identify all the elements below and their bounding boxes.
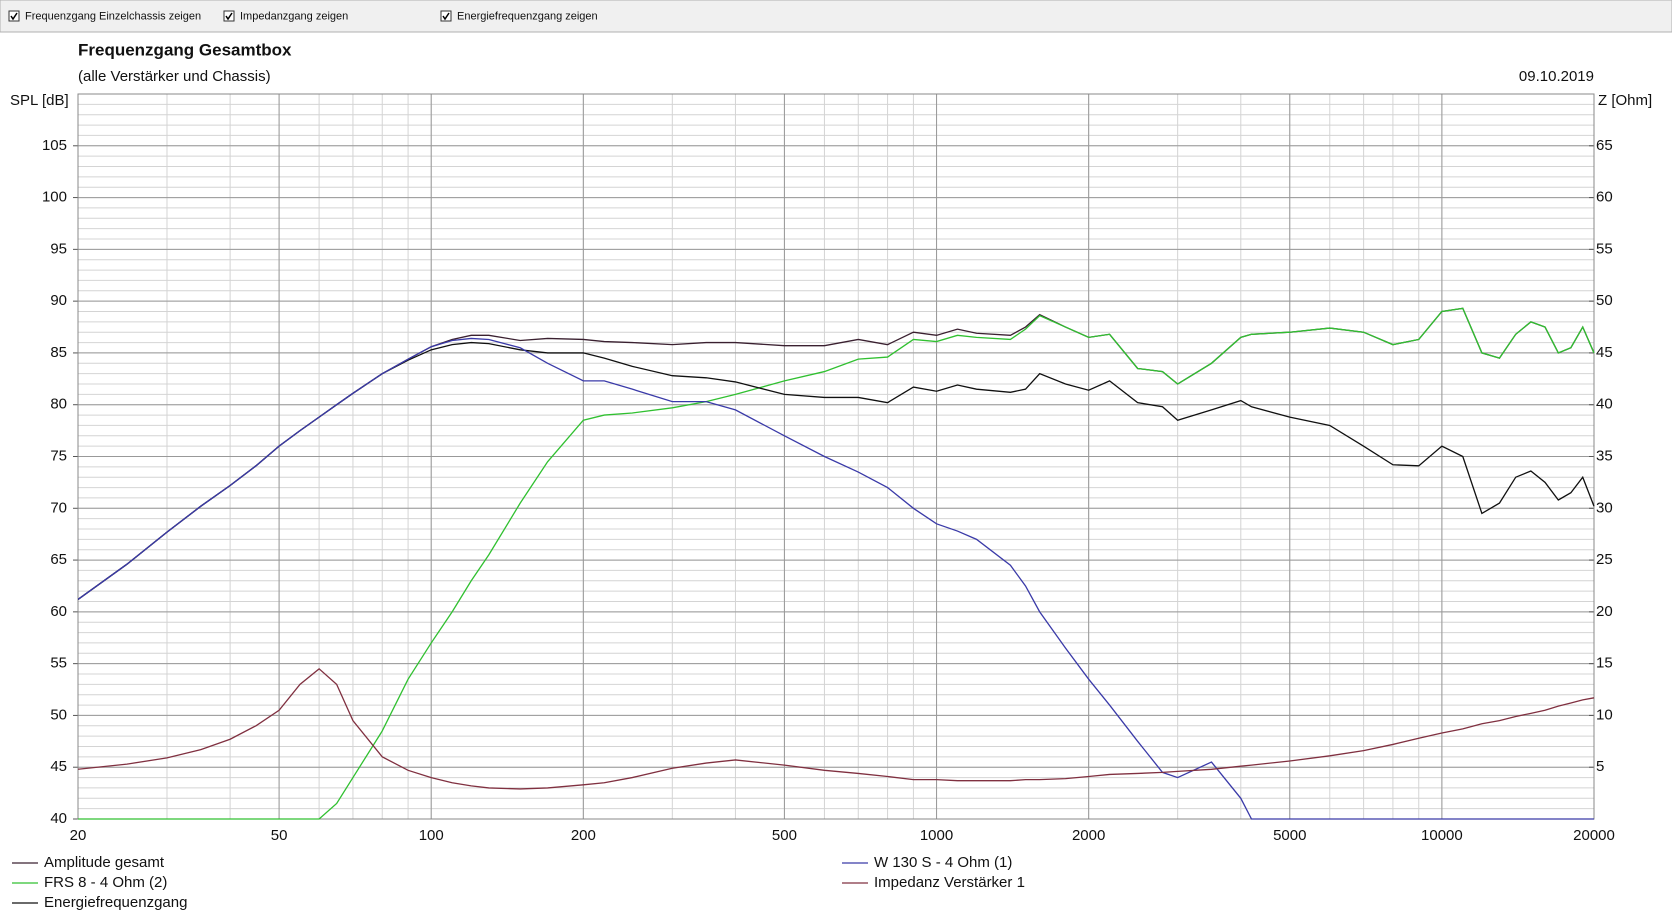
y-tick-label: 45 xyxy=(50,758,67,775)
x-tick-label: 2000 xyxy=(1072,827,1105,844)
x-tick-label: 1000 xyxy=(920,827,953,844)
y-tick-label: 50 xyxy=(50,706,67,723)
y-tick-label: 65 xyxy=(50,551,67,568)
x-tick-label: 100 xyxy=(419,827,444,844)
checkmark xyxy=(225,12,233,21)
y-tick-label: 55 xyxy=(50,655,67,672)
x-tick-label: 10000 xyxy=(1421,827,1463,844)
checkbox-label[interactable]: Impedanzgang zeigen xyxy=(240,10,348,22)
toolbar-items: Frequenzgang Einzelchassis zeigen Impedan… xyxy=(8,10,598,22)
y-tick-label: 70 xyxy=(50,499,67,516)
checkbox[interactable] xyxy=(440,10,452,22)
y-tick-label: 100 xyxy=(42,189,67,206)
x-tick-label: 5000 xyxy=(1273,827,1306,844)
y-tick-label: 40 xyxy=(50,810,67,827)
y2-tick-label: 50 xyxy=(1596,292,1613,309)
series-line xyxy=(78,667,1595,790)
chart-subtitle: (alle Verstärker und Chassis) xyxy=(78,68,271,85)
y2-tick-label: 35 xyxy=(1596,447,1613,464)
checkbox[interactable] xyxy=(223,10,235,22)
y2-tick-label: 30 xyxy=(1596,499,1613,516)
legend-label: Impedanz Verstärker 1 xyxy=(874,874,1025,891)
x-tick-label: 500 xyxy=(772,827,797,844)
chart-date: 09.10.2019 xyxy=(1519,68,1594,85)
x-tick-label: 20 xyxy=(70,827,87,844)
x-tick-label: 200 xyxy=(571,827,596,844)
y2-tick-label: 25 xyxy=(1596,551,1613,568)
y-tick-label: 60 xyxy=(50,603,67,620)
y2-tick-label: 15 xyxy=(1596,655,1613,672)
y2-tick-label: 60 xyxy=(1596,189,1613,206)
plot-lines xyxy=(78,307,1595,820)
y2-tick-label: 45 xyxy=(1596,344,1613,361)
checkbox-label[interactable]: Energiefrequenzgang zeigen xyxy=(457,10,598,22)
series-line xyxy=(78,337,1594,820)
checkmark xyxy=(442,12,450,21)
y-tick-label: 105 xyxy=(42,137,67,154)
y-tick-label: 80 xyxy=(50,396,67,413)
series-line xyxy=(78,307,1595,820)
toolbar xyxy=(0,0,1672,33)
legend-label: W 130 S - 4 Ohm (1) xyxy=(874,854,1012,871)
x-tick-label: 50 xyxy=(271,827,288,844)
y-tick-label: 85 xyxy=(50,344,67,361)
checkbox-label[interactable]: Frequenzgang Einzelchassis zeigen xyxy=(25,10,201,22)
y-tick-label: 95 xyxy=(50,240,67,257)
plot-frame xyxy=(77,93,1595,820)
y2-tick-label: 10 xyxy=(1596,706,1613,723)
legend-label: Amplitude gesamt xyxy=(44,854,165,871)
y2-tick-label: 20 xyxy=(1596,603,1613,620)
chart-title: Frequenzgang Gesamtbox xyxy=(78,40,292,59)
y-tick-label: 75 xyxy=(50,447,67,464)
y2-tick-label: 65 xyxy=(1596,137,1613,154)
checkmark xyxy=(10,12,18,21)
y2-tick-label: 40 xyxy=(1596,396,1613,413)
y-tick-label: 90 xyxy=(50,292,67,309)
y2-axis-label: Z [Ohm] xyxy=(1598,92,1652,109)
y-axis-label: SPL [dB] xyxy=(10,92,69,109)
legend-label: FRS 8 - 4 Ohm (2) xyxy=(44,874,167,891)
checkbox[interactable] xyxy=(8,10,20,22)
x-tick-label: 20000 xyxy=(1573,827,1615,844)
y2-tick-label: 5 xyxy=(1596,758,1604,775)
legend-label: Energiefrequenzgang xyxy=(44,894,187,911)
y2-tick-label: 55 xyxy=(1596,240,1613,257)
